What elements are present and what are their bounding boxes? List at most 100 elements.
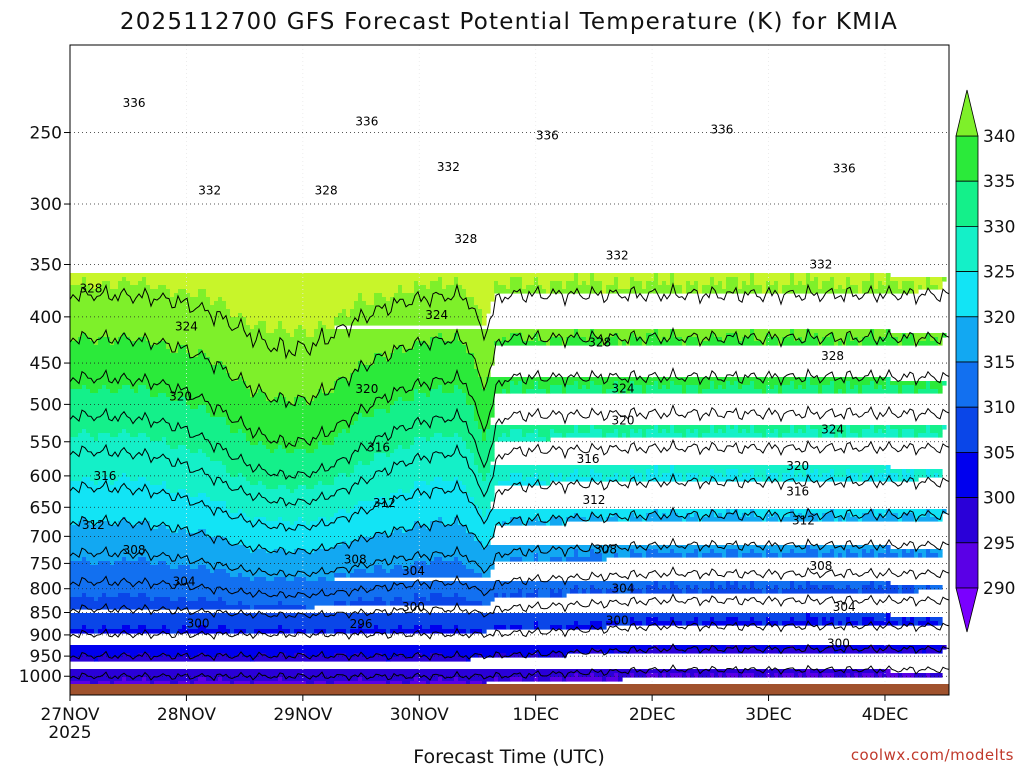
theta-cell <box>618 341 623 346</box>
theta-cell <box>310 401 395 406</box>
theta-cell <box>738 425 751 430</box>
theta-cell <box>198 349 203 354</box>
theta-cell <box>618 473 631 478</box>
theta-cell <box>682 673 687 678</box>
theta-cell <box>770 617 791 622</box>
theta-cell <box>890 549 903 554</box>
theta-cell <box>442 333 455 338</box>
theta-cell <box>414 389 419 394</box>
theta-cell <box>166 393 251 398</box>
theta-cell <box>754 673 767 678</box>
theta-cell <box>98 285 111 290</box>
theta-cell <box>882 281 887 286</box>
theta-cell <box>494 593 499 598</box>
theta-cell <box>454 333 459 338</box>
theta-cell <box>886 617 891 622</box>
theta-cell <box>674 509 711 514</box>
theta-cell <box>350 509 483 514</box>
theta-cell <box>522 333 535 338</box>
theta-cell <box>658 673 663 678</box>
colorbar-bottom-arrow <box>955 587 979 633</box>
theta-cell <box>798 337 803 342</box>
theta-cell <box>110 561 115 566</box>
y-tick-label: 700 <box>30 527 62 547</box>
theta-cell <box>674 281 687 286</box>
theta-cell <box>390 493 471 498</box>
theta-cell <box>862 477 899 482</box>
theta-cell <box>822 621 835 626</box>
y-tick-label: 600 <box>30 467 62 487</box>
theta-cell <box>510 277 523 282</box>
theta-cell <box>846 337 851 342</box>
theta-cell <box>122 557 127 562</box>
theta-cell <box>742 473 755 478</box>
theta-cell <box>714 513 719 518</box>
theta-cell <box>834 621 839 626</box>
theta-cell <box>282 325 299 330</box>
theta-cell <box>530 653 539 658</box>
theta-cell <box>646 649 683 654</box>
theta-cell <box>506 433 511 438</box>
theta-cell <box>926 385 931 390</box>
theta-cell <box>458 337 503 342</box>
theta-cell <box>754 381 791 386</box>
y-axis: 2503003504004505005506006507007508008509… <box>19 124 70 687</box>
theta-cell <box>634 381 655 386</box>
theta-cell <box>70 389 91 394</box>
theta-cell <box>886 469 891 474</box>
theta-cell <box>602 341 607 346</box>
theta-cell <box>702 389 763 394</box>
theta-cell <box>358 461 363 466</box>
theta-cell <box>890 509 927 514</box>
theta-cell <box>290 629 295 634</box>
theta-cell <box>226 301 355 306</box>
theta-cell <box>742 281 747 286</box>
theta-cell <box>726 673 739 678</box>
theta-cell <box>818 617 823 622</box>
theta-cell <box>654 465 659 470</box>
theta-cell <box>374 625 379 630</box>
theta-cell <box>366 301 375 306</box>
theta-cell <box>462 389 503 394</box>
theta-cell <box>442 285 447 290</box>
theta-cell <box>738 617 751 622</box>
theta-cell <box>902 285 915 290</box>
theta-cell <box>458 477 483 482</box>
theta-cell <box>658 333 671 338</box>
theta-cell <box>302 325 319 330</box>
theta-cell <box>154 597 171 602</box>
theta-cell <box>750 329 755 334</box>
theta-cell <box>422 653 431 658</box>
theta-cell <box>690 513 695 518</box>
theta-cell <box>886 425 891 430</box>
theta-cell <box>246 381 335 386</box>
theta-cell <box>850 585 863 590</box>
theta-cell <box>418 593 431 598</box>
theta-cell <box>790 617 795 622</box>
theta-cell <box>510 677 523 682</box>
theta-cell <box>850 429 863 434</box>
theta-cell <box>862 433 899 438</box>
theta-cell <box>818 513 823 518</box>
theta-cell <box>274 329 287 334</box>
theta-cell <box>738 649 743 654</box>
theta-cell <box>430 681 467 684</box>
theta-cell <box>354 305 479 310</box>
theta-cell <box>522 337 535 342</box>
theta-cell <box>534 677 539 682</box>
theta-cell <box>858 285 863 290</box>
theta-cell <box>502 433 507 438</box>
theta-cell <box>634 549 647 554</box>
theta-cell <box>362 653 375 658</box>
theta-cell <box>890 277 927 282</box>
theta-cell <box>562 477 567 482</box>
theta-cell <box>910 333 915 338</box>
contour-label: 304 <box>833 600 856 614</box>
theta-cell <box>146 281 415 286</box>
theta-cell <box>750 273 755 278</box>
theta-cell <box>238 377 243 382</box>
theta-cell <box>698 477 703 482</box>
isentrope-line <box>70 366 949 449</box>
theta-cell <box>838 433 843 438</box>
theta-cell <box>282 393 319 398</box>
